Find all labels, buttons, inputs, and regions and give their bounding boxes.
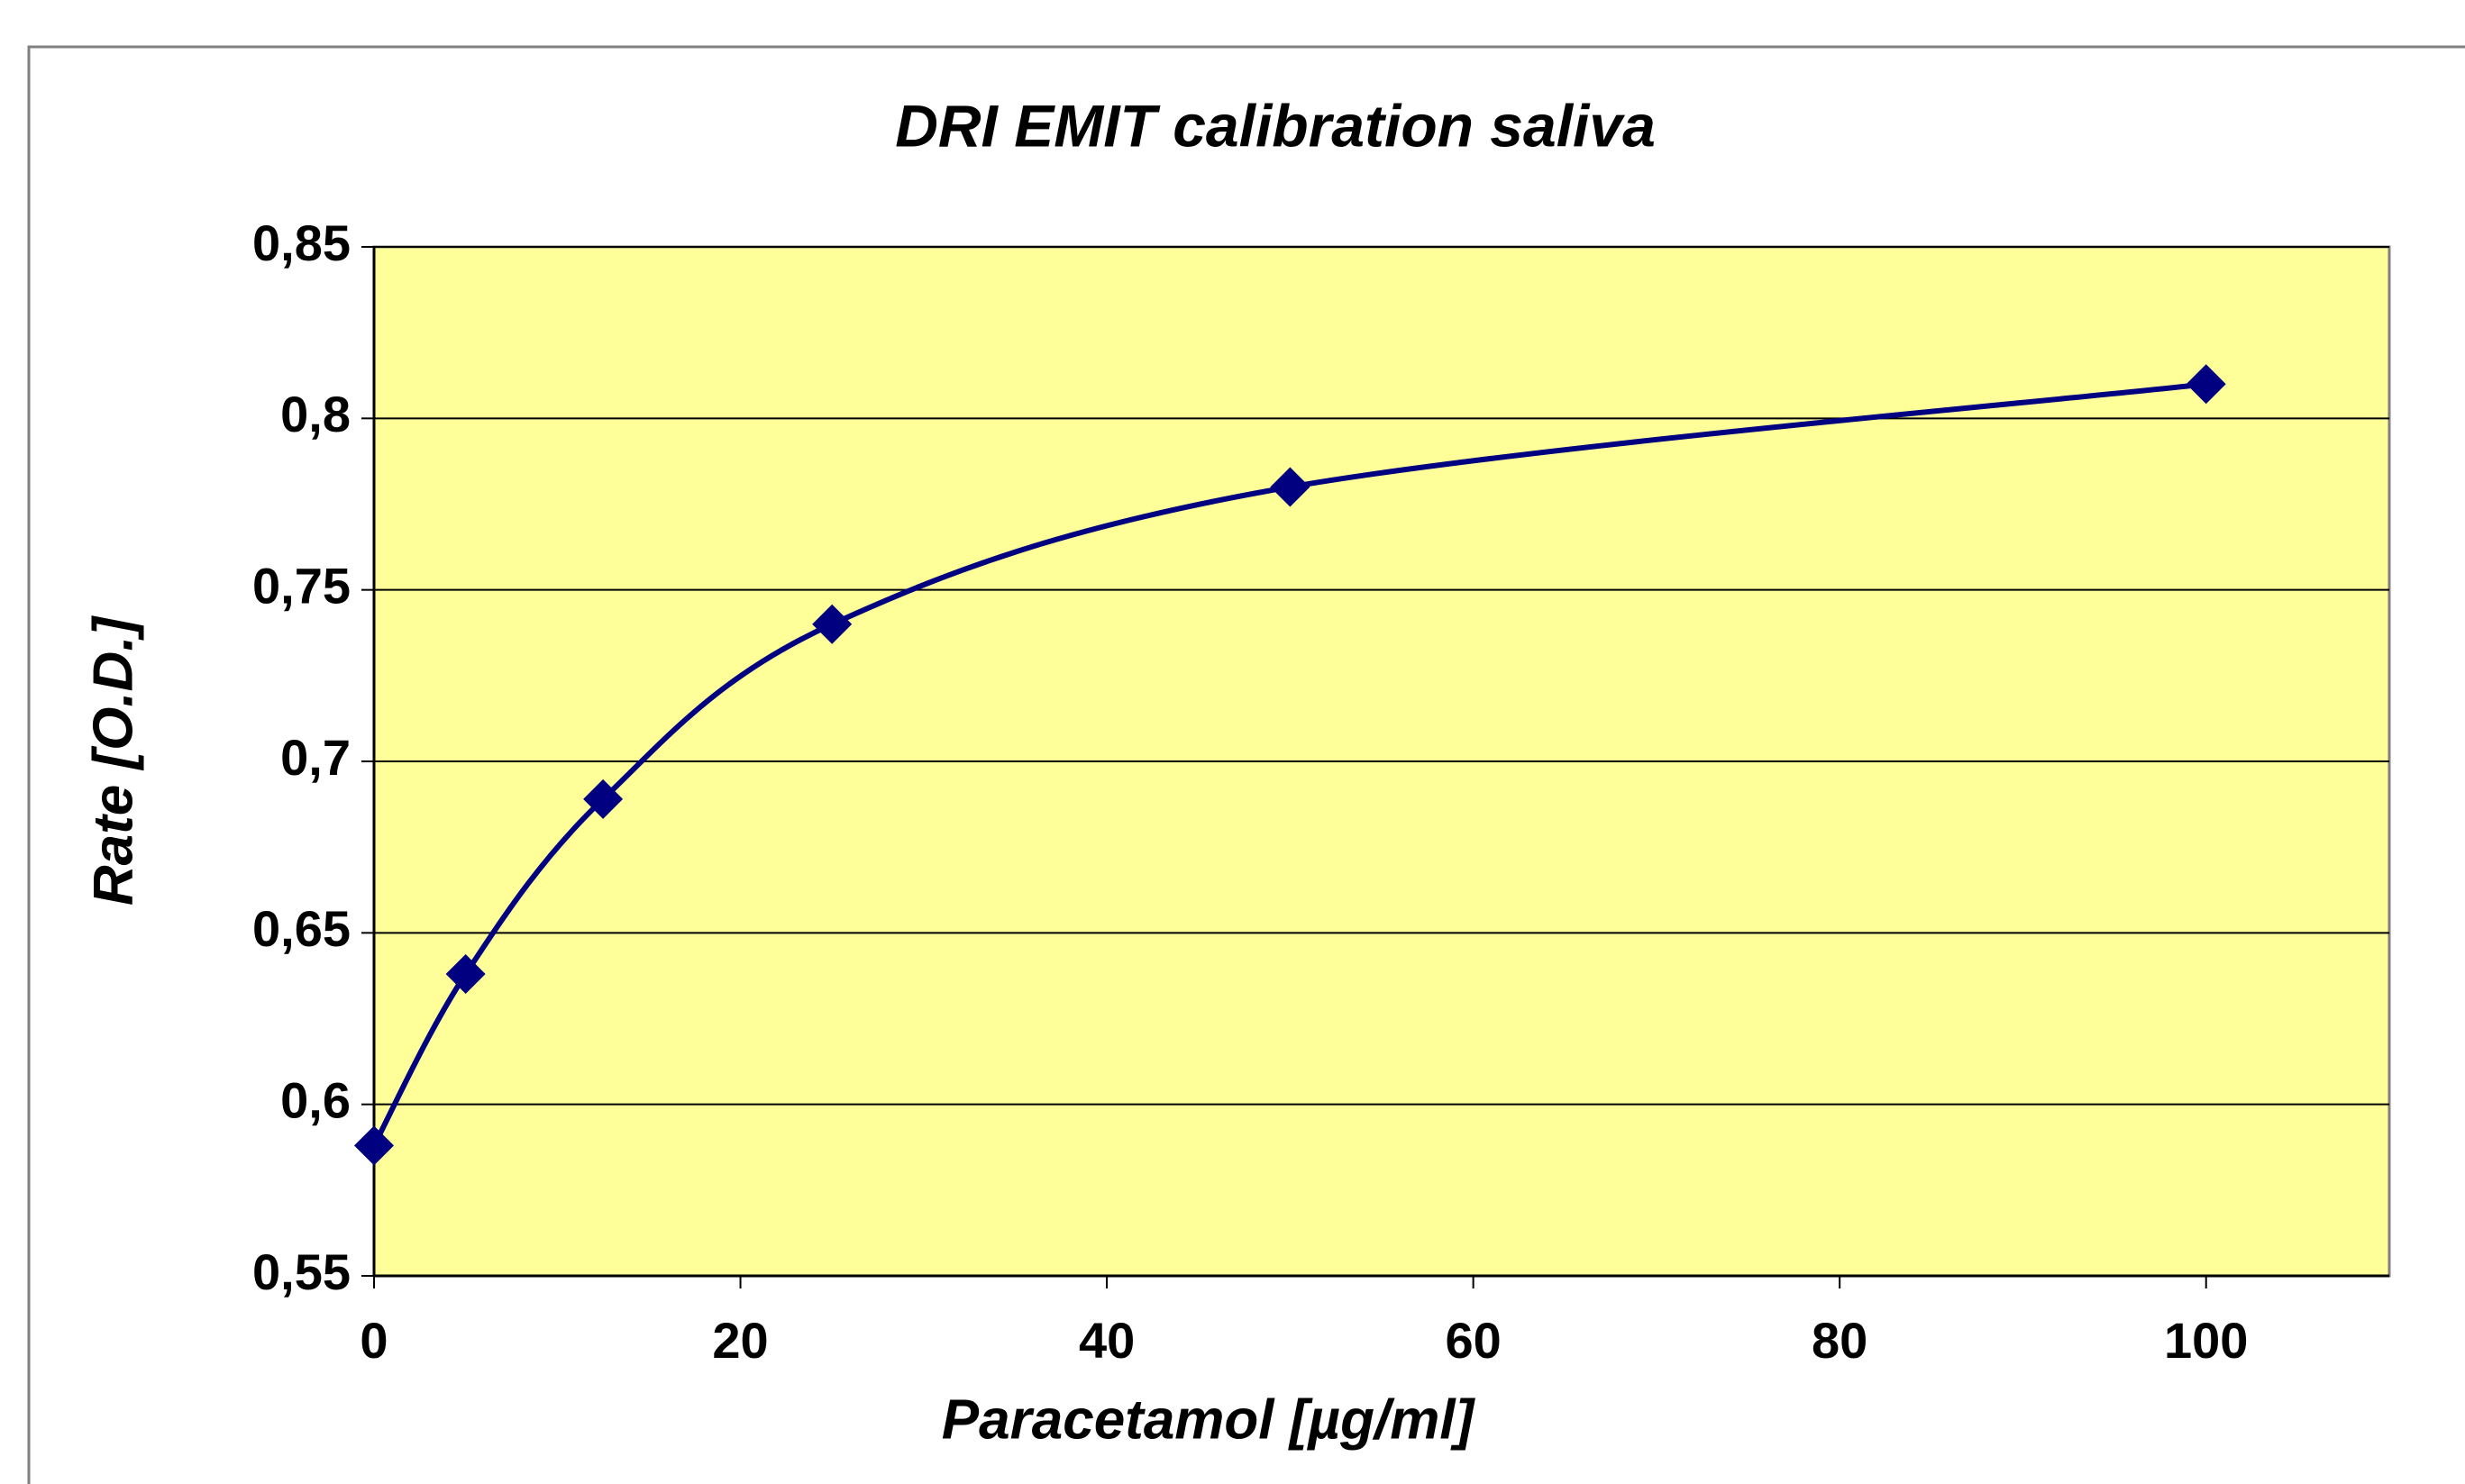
x-tick-label: 100 [2164,1312,2248,1369]
marker [2186,364,2226,405]
marker [354,1125,394,1166]
x-tick-label: 0 [360,1312,388,1369]
x-axis-label: Paracetamol [µg/ml] [942,1388,1476,1451]
x-tick-label: 20 [712,1312,768,1369]
y-tick-label: 0,75 [252,557,351,614]
x-tick-label: 60 [1445,1312,1501,1369]
x-tick-label: 80 [1812,1312,1867,1369]
marker [445,954,486,995]
y-tick-label: 0,85 [252,214,351,271]
marker [583,778,624,819]
x-tick-label: 40 [1079,1312,1135,1369]
y-tick-label: 0,7 [280,729,351,786]
y-tick-label: 0,65 [252,900,351,957]
y-tick-label: 0,55 [252,1243,351,1300]
marker [812,604,853,644]
series-line [371,381,2207,1147]
y-tick-label: 0,6 [280,1071,351,1128]
marker [1270,467,1310,507]
chart-title: DRI EMIT calibration saliva [895,92,1656,159]
y-axis-label: Rate [O.D.] [82,615,144,906]
y-tick-label: 0,8 [280,386,351,442]
chart-frame [27,45,2465,1484]
